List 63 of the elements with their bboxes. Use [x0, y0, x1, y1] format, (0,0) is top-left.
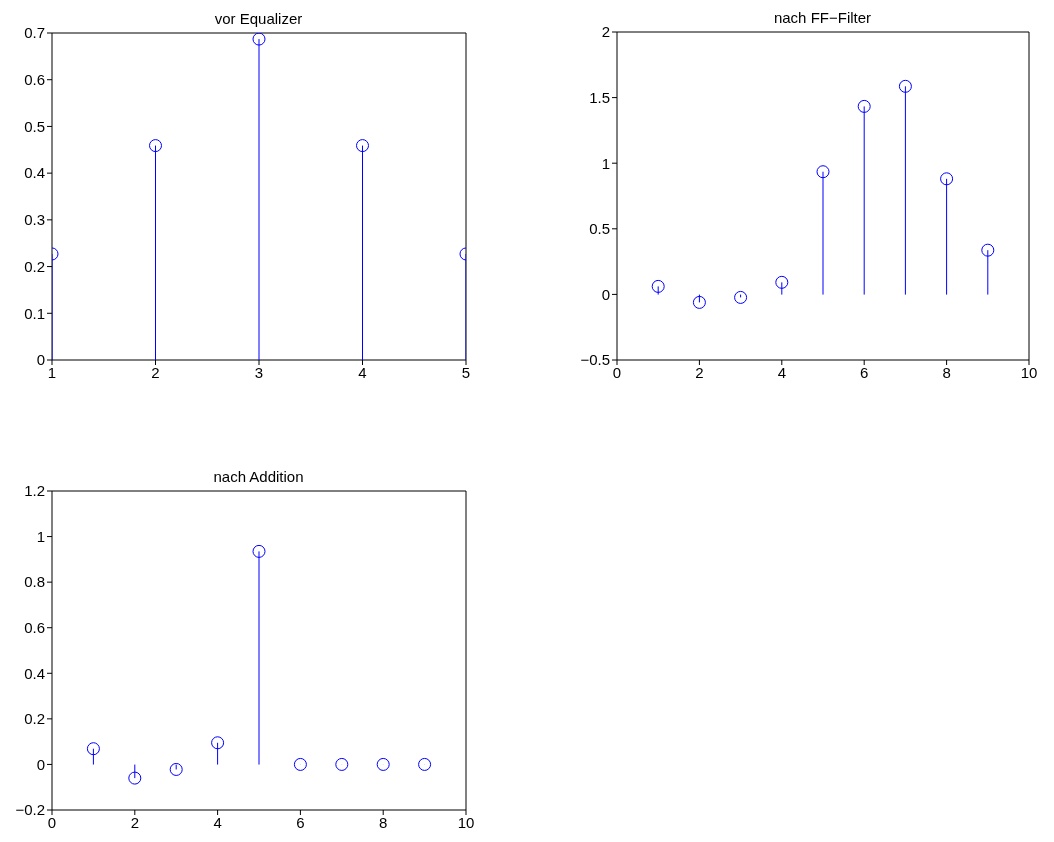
- point: [149, 139, 162, 153]
- point: [857, 99, 871, 113]
- point: [252, 544, 266, 558]
- point: [376, 757, 390, 771]
- x-tick-label: 0: [612, 363, 622, 381]
- y-tick-label: 0.2: [24, 257, 45, 275]
- y-tick-label: 0.7: [24, 24, 45, 42]
- y-tick-label: 1: [36, 527, 45, 545]
- point: [356, 139, 369, 153]
- point: [981, 243, 995, 257]
- point: [418, 757, 432, 771]
- y-tick-label: 0.5: [589, 220, 610, 238]
- x-tick-label: 8: [942, 363, 951, 381]
- point: [816, 165, 830, 179]
- y-tick-label: 0.2: [24, 710, 45, 728]
- chart-title: nach Addition: [212, 468, 305, 485]
- point: [128, 771, 142, 785]
- x-tick-label: 2: [130, 813, 139, 831]
- point: [692, 295, 706, 309]
- x-tick-label: 4: [213, 813, 222, 831]
- point: [211, 736, 225, 750]
- point: [86, 742, 100, 756]
- y-tick-label: 0.6: [24, 619, 45, 637]
- y-tick-label: 0: [36, 351, 45, 369]
- y-tick-label: −0.5: [580, 351, 610, 369]
- x-tick-label: 6: [296, 813, 305, 831]
- point: [335, 757, 349, 771]
- x-tick-label: 2: [151, 363, 160, 381]
- y-tick-label: 0.5: [24, 117, 45, 135]
- y-tick-label: 1.5: [589, 88, 610, 106]
- x-tick-label: 5: [461, 363, 471, 381]
- y-tick-label: 0.6: [24, 71, 45, 89]
- y-tick-label: 0: [36, 755, 45, 773]
- x-tick-label: 10: [1020, 363, 1038, 381]
- y-tick-label: −0.2: [15, 801, 45, 819]
- x-tick-label: 4: [777, 363, 786, 381]
- x-tick-label: 10: [457, 813, 475, 831]
- x-tick-label: 8: [379, 813, 388, 831]
- point: [252, 33, 266, 46]
- point: [651, 279, 665, 293]
- y-tick-label: 1.2: [24, 482, 45, 500]
- y-tick-label: 0.3: [24, 211, 45, 229]
- point: [898, 79, 912, 93]
- x-tick-label: 2: [695, 363, 704, 381]
- point: [775, 275, 789, 289]
- x-tick-label: 4: [358, 363, 367, 381]
- x-tick-label: 6: [860, 363, 869, 381]
- point: [169, 762, 183, 776]
- x-tick-label: 3: [254, 363, 264, 381]
- y-tick-label: 1: [601, 154, 610, 172]
- chart-title: vor Equalizer: [213, 10, 304, 27]
- point: [293, 757, 307, 771]
- point: [940, 172, 954, 186]
- y-tick-label: 0: [601, 285, 610, 303]
- y-tick-label: 0.4: [24, 164, 45, 182]
- y-tick-label: 0.1: [24, 304, 45, 322]
- y-tick-label: 0.4: [24, 664, 45, 682]
- y-tick-label: 2: [601, 23, 610, 41]
- x-tick-label: 0: [47, 813, 57, 831]
- point: [734, 290, 748, 304]
- y-tick-label: 0.8: [24, 573, 45, 591]
- chart-title: nach FF−Filter: [772, 9, 873, 26]
- x-tick-label: 1: [47, 363, 57, 381]
